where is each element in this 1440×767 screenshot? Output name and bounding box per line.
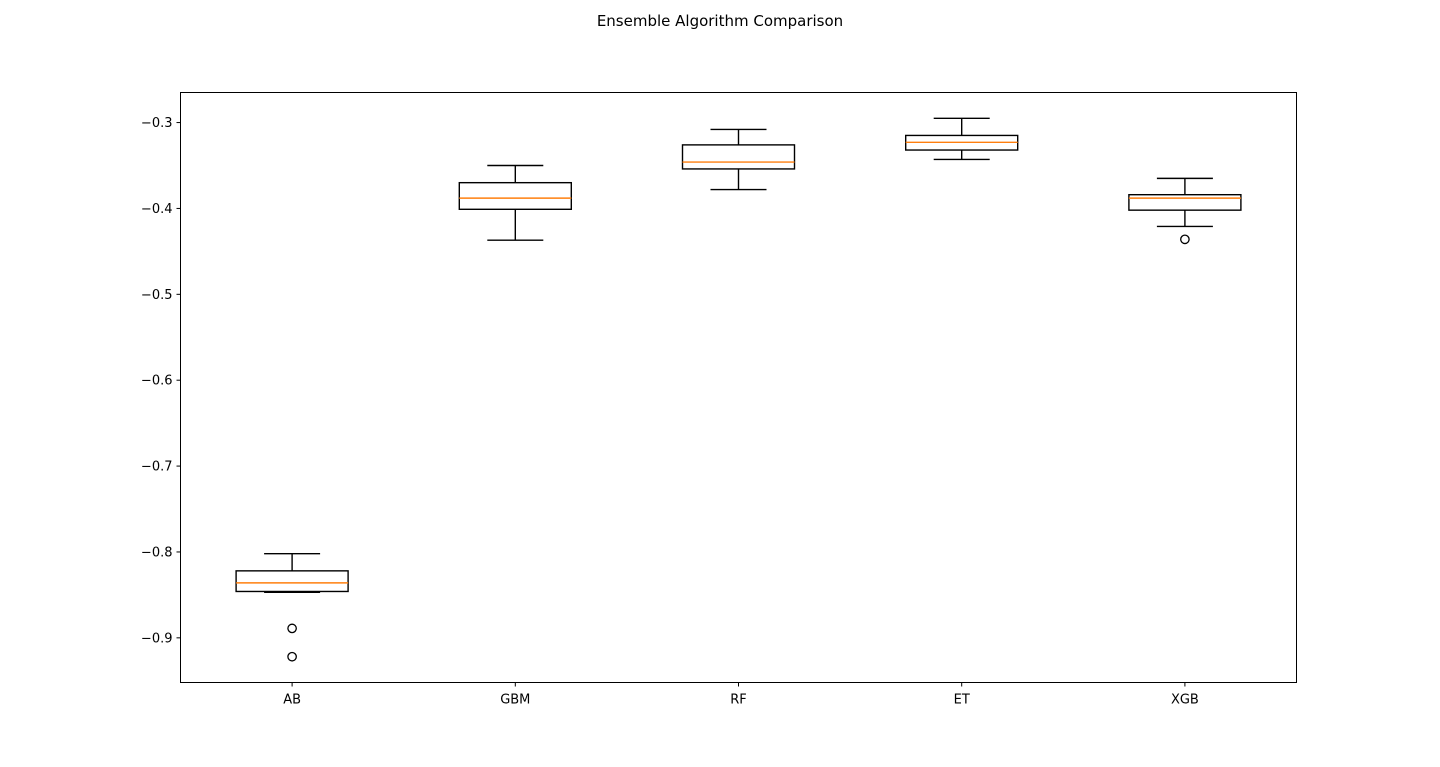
box-gbm bbox=[458, 164, 572, 241]
y-tick-label: −0.9 bbox=[141, 631, 173, 646]
outlier-point bbox=[287, 623, 297, 634]
x-tick-label: XGB bbox=[1171, 693, 1199, 708]
y-axis: −0.3 −0.4 −0.5 −0.6 −0.7 −0.8 −0.9 bbox=[141, 116, 181, 646]
box-xgb bbox=[1128, 177, 1242, 245]
x-axis: AB GBM RF ET XGB bbox=[283, 682, 1199, 708]
y-tick-label: −0.7 bbox=[141, 460, 173, 475]
y-tick-label: −0.4 bbox=[141, 202, 173, 217]
y-tick-label: −0.6 bbox=[141, 374, 173, 389]
box-iqr bbox=[681, 144, 796, 170]
outlier-point bbox=[287, 651, 297, 662]
box-series bbox=[235, 117, 1242, 662]
y-tick-label: −0.5 bbox=[141, 288, 173, 303]
x-tick-label: ET bbox=[954, 693, 970, 708]
chart-title: Ensemble Algorithm Comparison bbox=[597, 12, 843, 30]
box-iqr bbox=[1128, 193, 1242, 211]
box-iqr bbox=[235, 570, 349, 593]
box-rf bbox=[681, 128, 796, 191]
box-iqr bbox=[458, 181, 572, 210]
box-ab bbox=[235, 552, 349, 662]
y-tick-label: −0.8 bbox=[141, 545, 173, 560]
y-tick-label: −0.3 bbox=[141, 116, 173, 131]
x-tick-label: GBM bbox=[500, 693, 530, 708]
outlier-point bbox=[1180, 234, 1190, 245]
x-tick-label: AB bbox=[283, 693, 301, 708]
box-et bbox=[905, 117, 1019, 161]
x-tick-label: RF bbox=[730, 693, 747, 708]
